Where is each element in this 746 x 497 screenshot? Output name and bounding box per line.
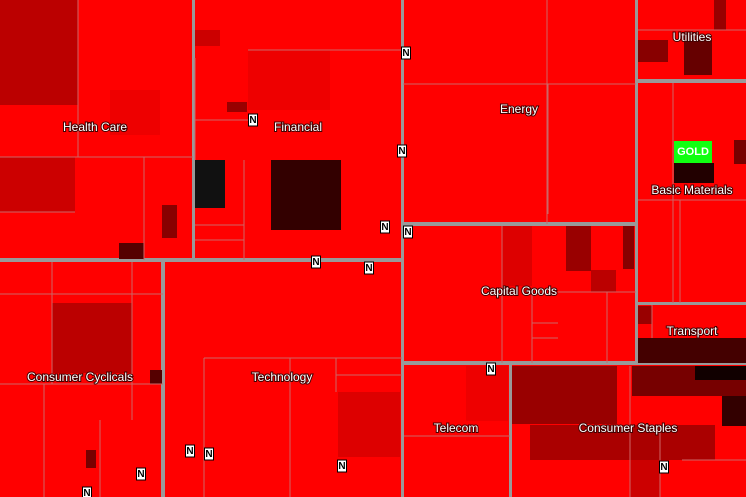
sector-label: Health Care — [63, 120, 127, 134]
news-marker: N — [398, 146, 405, 157]
tile — [638, 338, 746, 363]
tile — [684, 40, 712, 75]
news-marker-box — [82, 486, 92, 497]
tile — [638, 306, 652, 324]
tile — [150, 370, 162, 384]
sector-label: Technology — [252, 370, 313, 384]
news-marker-box — [403, 225, 413, 239]
news-marker: N — [83, 488, 90, 497]
tile — [86, 450, 96, 468]
news-marker: N — [660, 462, 667, 473]
tile — [674, 163, 714, 183]
news-marker: N — [365, 263, 372, 274]
news-marker: N — [402, 48, 409, 59]
tile — [734, 140, 746, 164]
tile — [195, 30, 220, 46]
tile — [630, 460, 660, 497]
sector-tile — [0, 262, 161, 497]
sector-label: Utilities — [673, 30, 712, 44]
tile — [0, 157, 75, 212]
tile — [591, 270, 616, 292]
sector-label: Telecom — [434, 421, 479, 435]
label-layer: Health Care Financial Energy Utilities Basic… — [26, 29, 734, 497]
tile — [338, 392, 400, 457]
news-marker-box — [311, 255, 321, 269]
tile — [119, 243, 144, 259]
sector-label: Basic Materials — [651, 183, 732, 197]
tile — [530, 425, 715, 460]
tile — [195, 160, 225, 208]
sector-label: Financial — [274, 120, 322, 134]
tile — [52, 303, 132, 373]
tile — [722, 396, 746, 426]
sector-label: Transport — [667, 324, 719, 338]
news-marker-box — [401, 46, 411, 60]
tile — [110, 90, 160, 135]
tile — [162, 205, 177, 238]
tile — [623, 226, 634, 269]
news-marker-box — [185, 444, 195, 458]
sector-tile — [638, 83, 746, 302]
news-marker: N — [404, 227, 411, 238]
news-marker-box — [136, 467, 146, 481]
highlight-label: GOLD — [677, 146, 709, 158]
sector-label: Consumer Cyclicals — [27, 370, 133, 384]
tile — [714, 0, 726, 30]
tile — [271, 160, 341, 230]
news-marker: N — [186, 446, 193, 457]
sector-label: Consumer Staples — [579, 421, 678, 435]
sector-label: Energy — [500, 102, 538, 116]
tile — [0, 0, 78, 105]
news-marker: N — [249, 115, 256, 126]
news-marker-box — [659, 460, 669, 474]
sector-label: Capital Goods — [481, 284, 557, 298]
tile — [512, 366, 617, 424]
news-marker-box — [364, 261, 374, 275]
sector-tile — [404, 0, 635, 222]
tile — [227, 102, 247, 112]
news-marker-box — [248, 113, 258, 127]
news-marker-box — [380, 220, 390, 234]
news-marker: N — [487, 364, 494, 375]
news-marker: N — [312, 257, 319, 268]
news-marker: N — [338, 461, 345, 472]
tile — [248, 50, 330, 110]
news-marker-box — [397, 144, 407, 158]
news-marker-box — [486, 362, 496, 376]
news-marker-box — [204, 447, 214, 461]
highlight-tile — [674, 141, 712, 163]
news-marker: N — [205, 449, 212, 460]
news-marker: N — [137, 469, 144, 480]
news-marker-box — [337, 459, 347, 473]
tile — [638, 40, 668, 62]
tile — [502, 226, 532, 286]
news-marker: N — [381, 222, 388, 233]
tile — [695, 366, 746, 380]
tile — [566, 226, 591, 271]
